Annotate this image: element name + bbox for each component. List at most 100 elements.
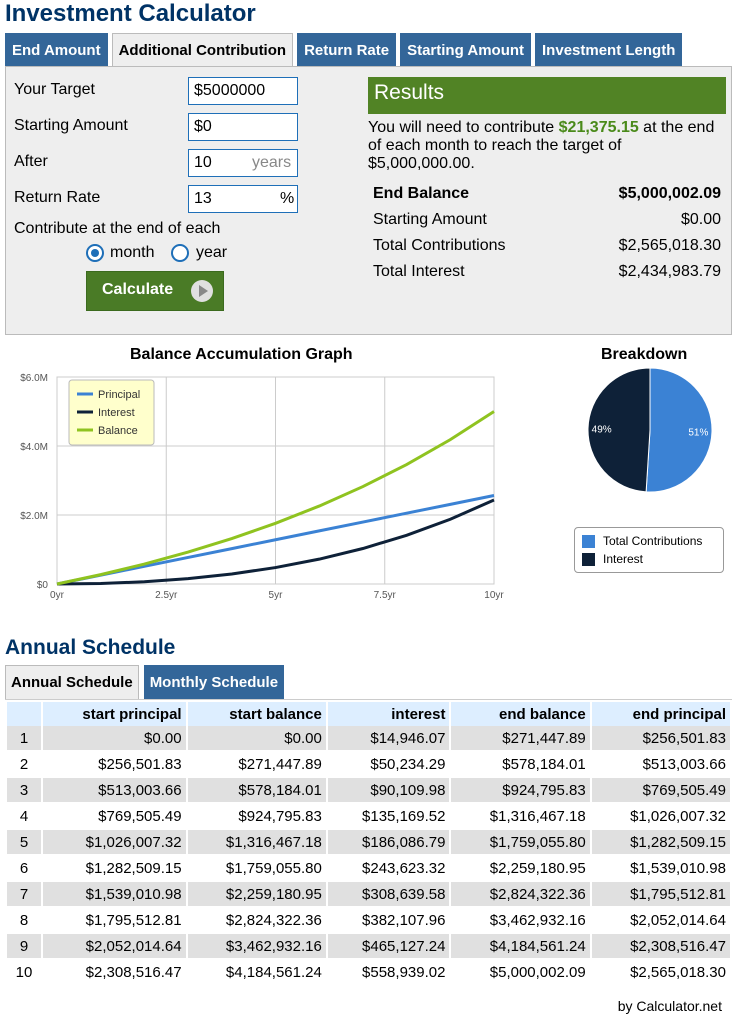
interest-series-line — [56, 498, 495, 586]
table-cell: $2,259,180.95 — [187, 882, 326, 908]
tab-return-rate[interactable]: Return Rate — [297, 33, 397, 66]
table-row: 6 $1,282,509.15 $1,759,055.80 $243,623.32 $2… — [7, 856, 730, 882]
pie-slice-interest — [587, 367, 651, 493]
table-cell: $2,308,516.47 — [43, 960, 186, 986]
table-cell: $3,462,932.16 — [451, 908, 590, 934]
table-cell: $1,316,467.18 — [451, 804, 590, 830]
y-tick-label: $6.0M — [20, 373, 48, 384]
table-cell: $578,184.01 — [187, 778, 326, 804]
table-cell: $769,505.49 — [591, 778, 730, 804]
table-cell: $1,795,512.81 — [43, 908, 186, 934]
result-row-end-balance: End Balance $5,000,002.09 — [373, 185, 721, 203]
target-input[interactable] — [188, 77, 298, 105]
table-cell: $1,282,509.15 — [591, 830, 730, 856]
tab-starting-amount[interactable]: Starting Amount — [400, 33, 532, 66]
monthly-contribution-amount: $21,375.15 — [558, 119, 639, 136]
tab-monthly-schedule[interactable]: Monthly Schedule — [143, 665, 285, 699]
result-row-total-contributions: Total Contributions $2,565,018.30 — [373, 237, 721, 255]
legend-label: Interest — [98, 407, 135, 419]
pie-slice-label: 49% — [592, 424, 612, 435]
table-cell: $0.00 — [187, 726, 326, 752]
table-cell: $256,501.83 — [591, 726, 730, 752]
table-cell: $90,109.98 — [327, 778, 450, 804]
legend-label: Interest — [603, 552, 644, 566]
tab-end-amount[interactable]: End Amount — [5, 33, 108, 66]
table-cell: $513,003.66 — [591, 752, 730, 778]
table-row: 8 $1,795,512.81 $2,824,322.36 $382,107.96 $3… — [7, 908, 730, 934]
years-input[interactable] — [188, 149, 298, 177]
col-header-start-principal: start principal — [43, 702, 186, 726]
tab-annual-schedule[interactable]: Annual Schedule — [5, 665, 139, 699]
table-cell: $2,824,322.36 — [187, 908, 326, 934]
pie-legend-item: Total Contributions — [582, 532, 716, 550]
table-cell: $382,107.96 — [327, 908, 450, 934]
legend-label: Balance — [98, 425, 138, 437]
table-cell: $1,539,010.98 — [43, 882, 186, 908]
years-unit: years — [252, 154, 292, 171]
starting-amount-input[interactable] — [188, 113, 298, 141]
month-radio[interactable] — [86, 244, 104, 262]
after-label: After — [14, 153, 48, 170]
x-tick-label: 5yr — [269, 590, 284, 601]
year-radio[interactable] — [171, 244, 189, 262]
col-header-end-balance: end balance — [451, 702, 590, 726]
percent-unit: % — [280, 190, 295, 207]
table-row: 2 $256,501.83 $271,447.89 $50,234.29 $578,18… — [7, 752, 730, 778]
table-cell: $558,939.02 — [327, 960, 450, 986]
table-row: 9 $2,052,014.64 $3,462,932.16 $465,127.24 $4… — [7, 934, 730, 960]
table-cell: 1 — [7, 726, 41, 752]
result-label: Total Contributions — [373, 237, 506, 254]
table-cell: 2 — [7, 752, 41, 778]
col-header-interest: interest — [327, 702, 450, 726]
table-cell: 3 — [7, 778, 41, 804]
calculator-panel: Your Target Starting Amount After years … — [5, 66, 732, 335]
breakdown-pie-chart: 51% 49% — [587, 367, 713, 493]
table-cell: $2,052,014.64 — [43, 934, 186, 960]
return-rate-input[interactable] — [188, 185, 298, 213]
result-label: Starting Amount — [373, 211, 487, 228]
x-tick-label: 7.5yr — [374, 590, 397, 601]
result-label: Total Interest — [373, 263, 465, 280]
result-row-total-interest: Total Interest $2,434,983.79 — [373, 263, 721, 281]
credit-text: by Calculator.net — [617, 998, 722, 1014]
table-cell: 5 — [7, 830, 41, 856]
year-radio-label[interactable]: year — [196, 244, 228, 261]
tab-investment-length[interactable]: Investment Length — [535, 33, 683, 66]
table-cell: $1,316,467.18 — [187, 830, 326, 856]
legend-label: Total Contributions — [603, 534, 703, 548]
principal-series-line — [56, 494, 495, 586]
calculate-button[interactable]: Calculate — [86, 271, 224, 311]
x-tick-label: 10yr — [484, 590, 504, 601]
table-cell: $513,003.66 — [43, 778, 186, 804]
table-row: 3 $513,003.66 $578,184.01 $90,109.98 $924,79… — [7, 778, 730, 804]
table-cell: $243,623.32 — [327, 856, 450, 882]
month-radio-label[interactable]: month — [110, 244, 155, 261]
table-cell: 7 — [7, 882, 41, 908]
table-row: 7 $1,539,010.98 $2,259,180.95 $308,639.58 $2… — [7, 882, 730, 908]
table-cell: $2,259,180.95 — [451, 856, 590, 882]
table-cell: $578,184.01 — [451, 752, 590, 778]
table-cell: $50,234.29 — [327, 752, 450, 778]
table-cell: $135,169.52 — [327, 804, 450, 830]
table-cell: $1,759,055.80 — [187, 856, 326, 882]
table-cell: $1,539,010.98 — [591, 856, 730, 882]
table-cell: $465,127.24 — [327, 934, 450, 960]
table-header-row: start principal start balance interest e… — [7, 702, 730, 726]
result-value: $5,000,002.09 — [618, 185, 721, 202]
tab-additional-contribution[interactable]: Additional Contribution — [111, 33, 294, 66]
legend-swatch — [582, 552, 595, 566]
col-header-start-balance: start balance — [187, 702, 326, 726]
x-tick-label: 2.5yr — [155, 590, 178, 601]
balance-series-line — [56, 410, 495, 586]
table-cell: $769,505.49 — [43, 804, 186, 830]
return-rate-label: Return Rate — [14, 189, 101, 206]
pie-legend-item: Interest — [582, 550, 716, 568]
play-arrow-icon — [191, 280, 213, 302]
table-cell: $2,824,322.36 — [451, 882, 590, 908]
table-cell: $271,447.89 — [187, 752, 326, 778]
summary-text: You will need to contribute — [368, 119, 559, 136]
table-cell: $4,184,561.24 — [187, 960, 326, 986]
results-header: Results — [368, 77, 726, 114]
calculator-tabs: End Amount Additional Contribution Retur… — [5, 33, 686, 66]
table-cell: $2,565,018.30 — [591, 960, 730, 986]
